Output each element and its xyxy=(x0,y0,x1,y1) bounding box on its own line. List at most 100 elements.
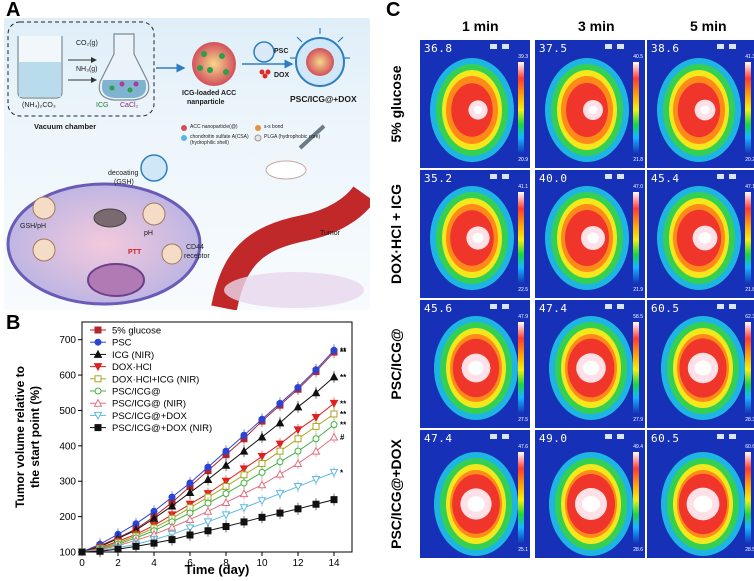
image-icon xyxy=(605,304,612,309)
data-point xyxy=(222,490,230,498)
battery-icon xyxy=(617,434,624,439)
x-tick-label: 12 xyxy=(292,558,304,569)
psc-label: PSC xyxy=(274,48,289,55)
heat-map-mouse xyxy=(657,186,741,290)
x-tick-label: 6 xyxy=(187,558,193,569)
dox-label: DOX xyxy=(274,72,290,79)
data-point xyxy=(275,469,285,478)
scale-max-label: 41.3 xyxy=(745,54,754,60)
mouse-icon xyxy=(265,160,307,180)
row-label-0: 5% glucose xyxy=(388,65,404,143)
heat-map-mouse xyxy=(434,452,518,556)
scale-min-label: 21.8 xyxy=(745,287,754,293)
legend-marker xyxy=(94,326,102,334)
significance-label: ** xyxy=(340,346,347,355)
data-point xyxy=(168,536,176,544)
color-scale-bar xyxy=(633,192,639,284)
temperature-readout: 45.4 xyxy=(651,172,680,185)
scale-min-label: 20.2 xyxy=(745,157,754,163)
legend-marker xyxy=(93,349,103,358)
data-point xyxy=(312,422,320,430)
legend-plga: PLGA (hydrophobic core) xyxy=(264,134,321,140)
data-point xyxy=(311,446,321,455)
data-point xyxy=(257,452,267,462)
data-point xyxy=(222,447,230,455)
image-icon xyxy=(490,174,497,179)
y-tick-label: 100 xyxy=(59,548,76,559)
thermal-image: 36.8 39.3 20.9 xyxy=(420,40,530,168)
nh3-label: NH₃(g) xyxy=(76,66,98,73)
image-icon xyxy=(490,434,497,439)
data-point xyxy=(221,511,231,520)
vacuum-chamber-box xyxy=(7,21,155,117)
data-point xyxy=(114,545,122,553)
cd44-label: CD44 xyxy=(186,244,204,251)
y-tick-label: 700 xyxy=(59,335,76,346)
scale-max-label: 47.6 xyxy=(518,444,528,450)
thermal-image: 49.0 49.4 28.6 xyxy=(535,430,645,558)
ph-label: pH xyxy=(144,230,153,237)
data-point xyxy=(203,518,213,527)
heat-map-mouse xyxy=(430,58,514,162)
image-icon xyxy=(605,434,612,439)
heat-map-mouse xyxy=(549,316,633,420)
data-point xyxy=(257,497,267,506)
data-point xyxy=(329,468,339,477)
legend-marker xyxy=(94,387,102,395)
scale-min-label: 25.1 xyxy=(518,547,528,553)
legend-acc: ACC nanoparticle(@) xyxy=(190,124,238,130)
legend-label: PSC/ICG@ (NIR) xyxy=(112,399,186,410)
data-point xyxy=(240,471,248,479)
scale-min-label: 27.9 xyxy=(633,417,643,423)
battery-icon xyxy=(729,304,736,309)
battery-icon xyxy=(502,44,509,49)
gsh-ph-label: GSH/pH xyxy=(20,223,47,230)
legend-marker xyxy=(93,411,103,420)
x-tick-label: 8 xyxy=(223,558,229,569)
data-point xyxy=(293,426,303,435)
vacuum-chamber-label: Vacuum chamber xyxy=(34,122,97,131)
battery-icon xyxy=(729,434,736,439)
data-point xyxy=(276,399,284,407)
significance-label: * xyxy=(340,468,344,477)
data-point xyxy=(329,399,339,408)
data-point xyxy=(312,500,320,508)
color-scale-bar xyxy=(518,192,524,284)
data-point xyxy=(275,440,285,449)
psc-icon xyxy=(253,41,275,63)
data-point xyxy=(185,487,195,497)
data-point xyxy=(221,497,231,506)
data-point xyxy=(330,421,338,429)
heat-map-mouse xyxy=(545,186,629,290)
data-point xyxy=(311,388,321,397)
data-point xyxy=(276,509,284,517)
thermal-image: 38.6 41.3 20.2 xyxy=(647,40,754,168)
panel-label-c: C xyxy=(386,0,401,21)
heat-map-mouse xyxy=(661,452,745,556)
data-point xyxy=(185,514,195,523)
blood-vessel-icon xyxy=(211,185,370,310)
scale-max-label: 41.1 xyxy=(518,184,528,190)
scale-max-label: 60.6 xyxy=(745,444,754,450)
data-point xyxy=(186,531,194,539)
data-point xyxy=(78,548,86,556)
panel-label-a: A xyxy=(6,0,21,21)
temperature-readout: 47.4 xyxy=(539,302,568,315)
data-point xyxy=(329,372,339,381)
data-point xyxy=(275,490,285,499)
image-icon xyxy=(717,304,724,309)
legend-label: PSC xyxy=(112,338,132,349)
data-point xyxy=(222,523,230,531)
legend-csa: chondroitin sulfate A(CSA) xyxy=(190,134,249,140)
scale-min-label: 28.3 xyxy=(745,417,754,423)
data-point xyxy=(239,504,249,513)
data-point xyxy=(240,518,248,526)
co2-label: CO₂(g) xyxy=(76,40,98,47)
scale-max-label: 62.3 xyxy=(745,314,754,320)
data-point xyxy=(293,483,303,492)
x-tick-label: 14 xyxy=(328,558,340,569)
legend-marker xyxy=(93,363,103,372)
data-point xyxy=(221,460,231,469)
battery-icon xyxy=(502,304,509,309)
x-tick-label: 2 xyxy=(115,558,121,569)
